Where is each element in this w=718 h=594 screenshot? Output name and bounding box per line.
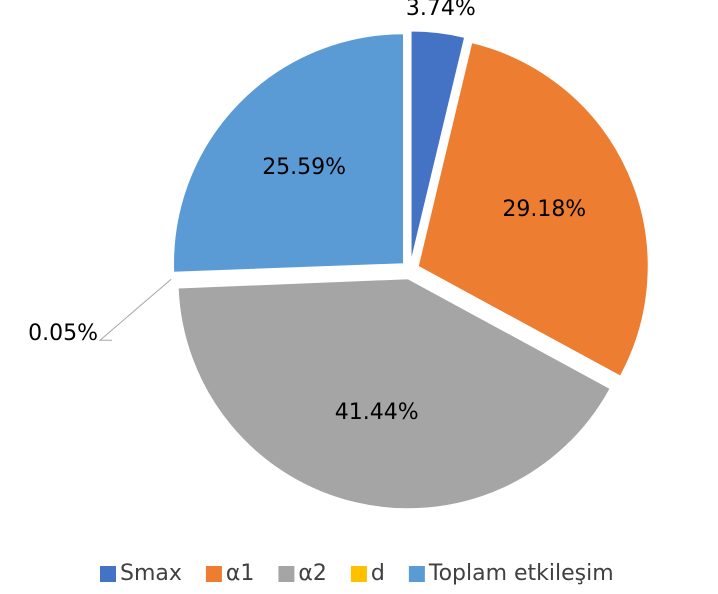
legend-swatch [408,566,425,582]
pie-slice [177,278,611,510]
data-label: 0.05% [28,321,98,346]
pie-slice [410,30,466,262]
pie-slice [417,42,649,377]
legend-label: α1 [226,561,255,586]
data-label: 25.59% [262,155,346,180]
data-label: 3.74% [406,0,476,21]
legend-swatch [350,566,367,582]
legend-label: α2 [298,561,327,586]
legend-label: Toplam etkileşim [428,561,614,586]
legend-swatch [205,566,222,582]
pie-slice [170,269,402,281]
legend-label: d [371,561,385,586]
leader-line [98,278,172,341]
data-label: 29.18% [502,197,586,222]
legend-label: Smax [120,561,182,586]
legend-swatch [278,566,295,582]
legend-swatch [100,566,116,582]
data-label: 41.44% [335,400,419,425]
pie-slice [173,33,405,273]
